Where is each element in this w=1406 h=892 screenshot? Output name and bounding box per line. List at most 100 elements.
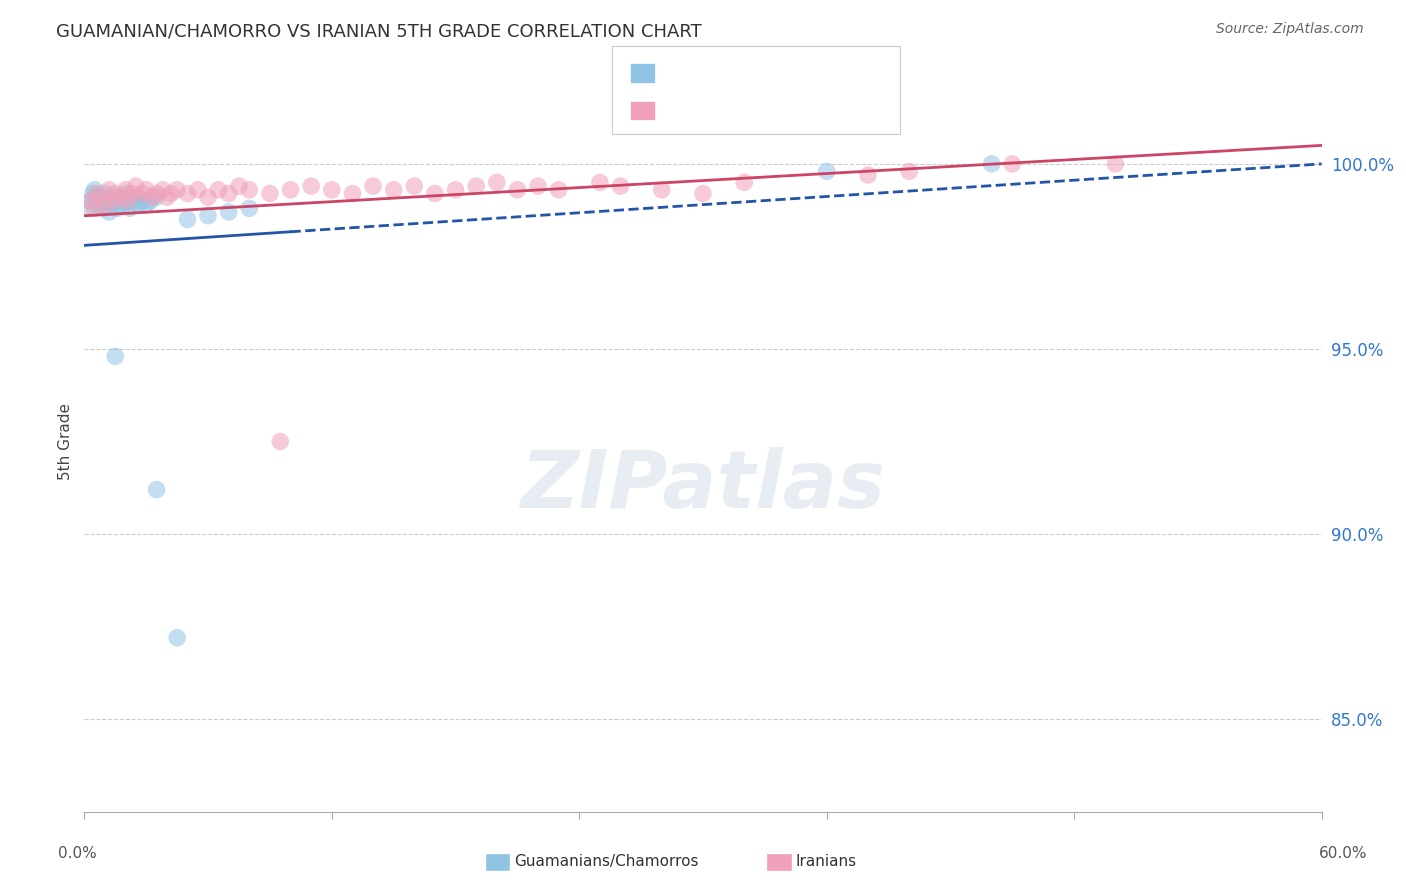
Point [176, 186, 198, 201]
Text: Guamanians/Chamorros: Guamanians/Chamorros [515, 855, 699, 869]
Point [79, 194, 101, 208]
Point [145, 190, 167, 204]
Point [110, 190, 132, 204]
Point [105, 202, 128, 216]
Point [527, 179, 550, 194]
Point [856, 168, 879, 182]
Point [382, 183, 405, 197]
Point [321, 183, 343, 197]
Point [135, 183, 157, 197]
Point [166, 183, 188, 197]
Point [692, 186, 714, 201]
Point [131, 186, 153, 201]
Point [160, 186, 183, 201]
Point [145, 483, 167, 497]
Text: Iranians: Iranians [796, 855, 856, 869]
Point [103, 194, 125, 208]
Text: Source: ZipAtlas.com: Source: ZipAtlas.com [1216, 22, 1364, 37]
Point [423, 186, 446, 201]
Point [104, 194, 127, 208]
Point [108, 194, 131, 208]
Point [299, 179, 322, 194]
Point [104, 350, 127, 364]
Point [207, 183, 229, 197]
Point [465, 179, 488, 194]
Point [86, 186, 108, 201]
Point [104, 186, 127, 201]
Point [197, 209, 219, 223]
Point [815, 164, 838, 178]
Point [238, 183, 260, 197]
Point [90, 190, 112, 204]
Point [87, 197, 110, 211]
Point [96, 194, 118, 208]
Point [141, 190, 163, 204]
Point [1104, 157, 1126, 171]
Point [269, 434, 291, 449]
Point [404, 179, 426, 194]
Point [361, 179, 384, 194]
Point [444, 183, 467, 197]
Text: ZIPatlas: ZIPatlas [520, 447, 886, 525]
Point [135, 197, 157, 211]
Point [121, 186, 143, 201]
Point [117, 194, 139, 208]
Point [77, 202, 100, 216]
Point [228, 179, 250, 194]
Point [86, 190, 108, 204]
Point [98, 183, 121, 197]
Point [114, 183, 136, 197]
Point [1001, 157, 1024, 171]
Point [98, 205, 121, 219]
Text: R = 0.093   N = 37: R = 0.093 N = 37 [664, 66, 815, 80]
Point [83, 183, 105, 197]
Point [547, 183, 569, 197]
Point [79, 194, 101, 208]
Point [91, 202, 114, 216]
Point [187, 183, 209, 197]
Point [131, 194, 153, 208]
Point [898, 164, 921, 178]
Text: 60.0%: 60.0% [1319, 846, 1367, 861]
Point [118, 202, 141, 216]
Point [218, 205, 240, 219]
Point [980, 157, 1002, 171]
Text: R = 0.499   N = 53: R = 0.499 N = 53 [664, 103, 815, 118]
Point [117, 194, 139, 208]
Point [176, 212, 198, 227]
Point [152, 183, 174, 197]
Point [103, 190, 125, 204]
Point [145, 186, 167, 201]
Point [100, 197, 122, 211]
Point [197, 190, 219, 204]
Point [166, 631, 188, 645]
Point [651, 183, 673, 197]
Point [125, 190, 148, 204]
Point [238, 202, 260, 216]
Point [125, 179, 148, 194]
Point [218, 186, 240, 201]
Point [485, 175, 508, 189]
Point [112, 197, 135, 211]
Point [94, 197, 117, 211]
Point [259, 186, 281, 201]
Point [733, 175, 755, 189]
Point [506, 183, 529, 197]
Point [139, 194, 162, 208]
Point [121, 194, 143, 208]
Point [83, 202, 105, 216]
Point [342, 186, 364, 201]
Point [94, 186, 117, 201]
Point [127, 197, 149, 211]
Point [280, 183, 302, 197]
Y-axis label: 5th Grade: 5th Grade [58, 403, 73, 480]
Point [90, 194, 112, 208]
Point [110, 190, 132, 204]
Point [609, 179, 631, 194]
Point [82, 186, 104, 201]
Point [156, 190, 179, 204]
Point [589, 175, 612, 189]
Text: 0.0%: 0.0% [58, 846, 97, 861]
Point [114, 186, 136, 201]
Text: GUAMANIAN/CHAMORRO VS IRANIAN 5TH GRADE CORRELATION CHART: GUAMANIAN/CHAMORRO VS IRANIAN 5TH GRADE … [56, 22, 702, 40]
